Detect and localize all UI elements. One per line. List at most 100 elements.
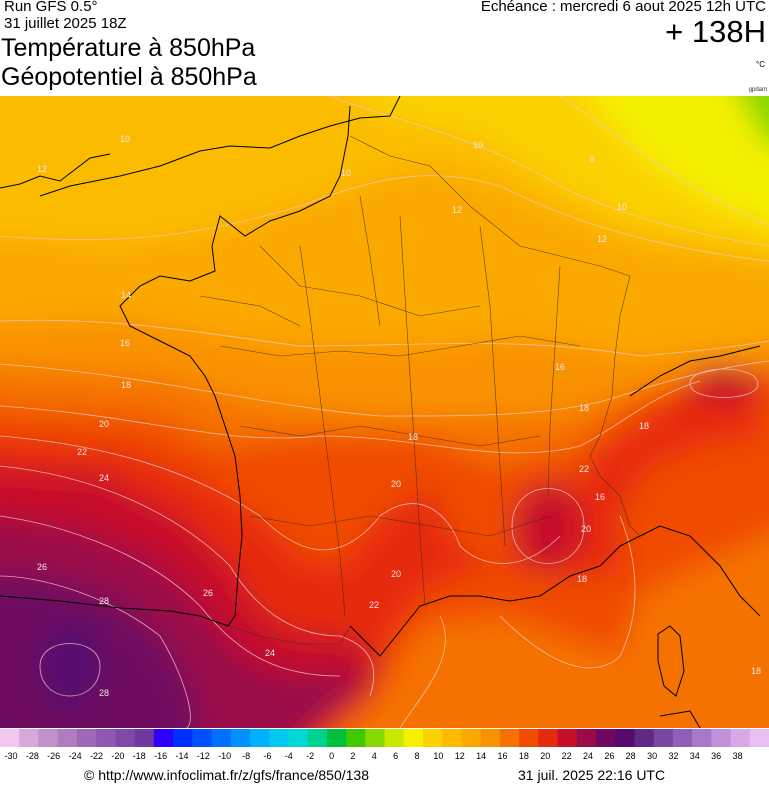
contour-label: 16 [555, 362, 565, 372]
contour-label: 14 [121, 290, 131, 300]
color-scale-swatch [442, 729, 462, 747]
contour-label: 18 [579, 403, 589, 413]
coastlines [0, 96, 761, 728]
contour-label: 22 [579, 464, 589, 474]
color-scale-swatch [730, 729, 751, 747]
color-scale-tick: -24 [68, 751, 82, 761]
color-scale-swatch [365, 729, 386, 747]
contour-label: 16 [595, 492, 605, 502]
color-scale-swatch [288, 729, 309, 747]
contour-label: 10 [617, 202, 627, 212]
contour-label: 10 [473, 140, 483, 150]
france-atlantic-coast [214, 395, 243, 627]
color-scale-swatch [173, 729, 193, 747]
color-scale-swatch [76, 729, 97, 747]
italy-coast [639, 525, 761, 617]
color-scale-tick: 6 [393, 751, 399, 761]
color-scale-tick: 4 [371, 751, 377, 761]
contour-label: 20 [391, 569, 401, 579]
color-scale-swatch [384, 729, 405, 747]
color-scale-tick: 24 [582, 751, 593, 761]
contour-label: 18 [751, 666, 761, 676]
sardinia [659, 710, 701, 728]
zone-t8 [592, 96, 769, 223]
contour-label: 12 [597, 234, 607, 244]
mediterranean-coast [349, 535, 641, 657]
source-url[interactable]: © http://www.infoclimat.fr/z/gfs/france/… [84, 767, 369, 783]
contour-label: 10 [120, 134, 130, 144]
color-scale-swatch [269, 729, 289, 747]
contour-label: 18 [639, 421, 649, 431]
contour-label: 22 [369, 600, 379, 610]
color-scale-swatch [192, 729, 212, 747]
color-scale-swatch [134, 729, 155, 747]
contour-label: 22 [77, 447, 87, 457]
contour-label: 26 [203, 588, 213, 598]
color-scale-tick: 2 [350, 751, 356, 761]
france-north-coast [119, 105, 351, 397]
color-scale-tick: 10 [433, 751, 444, 761]
channel-islands-cornwall [0, 153, 111, 189]
spain-north-coast [0, 595, 229, 627]
contour-label: 18 [408, 432, 418, 442]
color-scale-swatch [519, 729, 539, 747]
color-scale-tick: 20 [540, 751, 551, 761]
map-title-geopotential: Géopotentiel à 850hPa [1, 63, 257, 91]
color-scale-swatch [307, 729, 328, 747]
color-scale-tick: 30 [647, 751, 658, 761]
zone-cold-green [740, 96, 769, 142]
color-scale-tick: 38 [732, 751, 743, 761]
color-scale-tick: -20 [111, 751, 125, 761]
color-scale-tick: 26 [604, 751, 615, 761]
isotherm-contours [0, 96, 769, 728]
color-scale-tick: -2 [306, 751, 315, 761]
color-scale-tick: 22 [561, 751, 572, 761]
contour-labels: 10 12 10 8 10 12 10 12 14 16 16 18 18 20 18 18 22 22 24 20 1… [37, 134, 761, 698]
color-scale-swatch [57, 729, 78, 747]
unit-label: °C [756, 60, 765, 69]
color-scale-tick: -14 [175, 751, 189, 761]
color-scale-swatch [653, 729, 674, 747]
contour-label: 24 [99, 473, 109, 483]
map-title-temperature: Température à 850hPa [1, 34, 256, 62]
color-scale-tick: -30 [4, 751, 18, 761]
color-scale-swatch [19, 729, 39, 747]
contour-label: 20 [99, 419, 109, 429]
color-scale-swatch [153, 729, 174, 747]
color-scale-swatch [557, 729, 578, 747]
color-scale-tick: 34 [689, 751, 700, 761]
color-scale-swatch [692, 729, 712, 747]
color-scale-tick: 0 [329, 751, 335, 761]
color-scale-swatch [38, 729, 59, 747]
temperature-field [0, 96, 769, 728]
color-scale-tick: 28 [625, 751, 636, 761]
contour-label: 18 [121, 380, 131, 390]
color-scale-tick: -18 [132, 751, 146, 761]
contour-label: 18 [577, 574, 587, 584]
contour-label: 26 [37, 562, 47, 572]
contour-label: 10 [341, 168, 351, 178]
color-scale-swatch [461, 729, 482, 747]
contour-label: 12 [37, 164, 47, 174]
color-scale-tick: 32 [668, 751, 679, 761]
color-scale-swatch [499, 729, 520, 747]
color-scale-tick: -28 [25, 751, 39, 761]
color-scale-swatch [634, 729, 655, 747]
temperature-map: 10 12 10 8 10 12 10 12 14 16 16 18 18 20 18 18 22 22 24 20 1… [0, 96, 769, 728]
color-scale-swatch [230, 729, 251, 747]
color-scale-tick: 14 [476, 751, 487, 761]
zone-t24-east [688, 366, 760, 402]
italy-adriatic-coast [629, 345, 761, 397]
color-scale-tick: 12 [454, 751, 465, 761]
contour-label: 20 [581, 524, 591, 534]
england-coast [39, 96, 401, 197]
admin-borders [199, 135, 641, 645]
forecast-horizon: + 138H [665, 14, 766, 49]
contour-label: 28 [99, 596, 109, 606]
contour-label: 16 [120, 338, 130, 348]
color-scale-swatch [672, 729, 693, 747]
contour-label: 8 [589, 154, 594, 164]
color-scale-swatch [249, 729, 270, 747]
color-scale-swatch [595, 729, 616, 747]
contour-label: 28 [99, 688, 109, 698]
